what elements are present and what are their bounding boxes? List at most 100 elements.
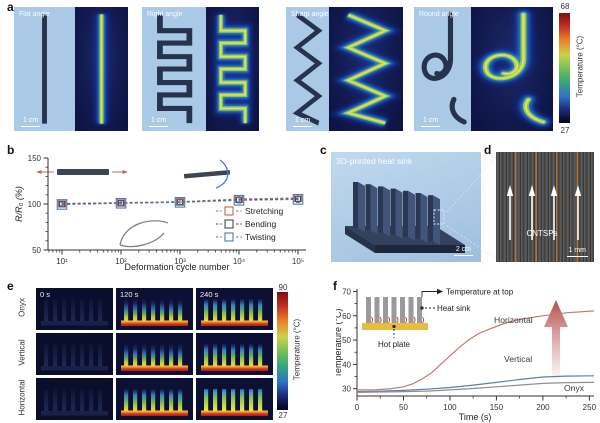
thermal-cell-vertical-120s xyxy=(116,333,193,375)
thermal-cell-onyx-0s: 0 s xyxy=(36,288,113,330)
alignment-arrows: CNTSPs xyxy=(506,185,582,240)
svg-text:Temperature (°C): Temperature (°C) xyxy=(336,308,343,377)
sharp-thermal-shape xyxy=(329,9,402,129)
cntsp-micrograph: CNTSPs 1 mm xyxy=(496,152,594,262)
right-thermal-shape xyxy=(214,14,252,124)
sample-pair-flat-angle: Flat angle 1 cm xyxy=(14,7,128,131)
optical-image-flat: Flat angle 1 cm xyxy=(14,7,75,131)
thermal-sequence-grid: 0 s 120 s 240 s xyxy=(36,288,273,420)
legend-label: Twisting xyxy=(245,232,276,242)
stretching-inset-icon xyxy=(36,169,128,175)
image-label: Sharp angle xyxy=(291,11,329,18)
flat-thermal-shape xyxy=(94,14,109,124)
colorbar-a-title: Temperature (°C) xyxy=(575,35,585,98)
svg-text:50: 50 xyxy=(32,246,41,255)
scale-bar: 1 cm xyxy=(21,117,41,127)
roi-box xyxy=(433,209,445,225)
f-series-label-vertical: Vertical xyxy=(504,354,532,364)
colorbar-e-min: 27 xyxy=(278,411,288,420)
panel-c-label: c xyxy=(320,143,327,157)
time-label: 120 s xyxy=(120,290,139,299)
svg-text:10⁴: 10⁴ xyxy=(233,257,246,266)
panel-b-label: b xyxy=(7,143,15,157)
svg-text:10¹: 10¹ xyxy=(56,257,68,266)
colorbar-a xyxy=(559,13,570,123)
panel-f-plot: Temperature at top Heat sink Hot plate 3… xyxy=(336,287,597,422)
optical-image-round: Round angle 1 cm xyxy=(414,7,471,131)
bending-inset-icon xyxy=(183,159,231,189)
sample-pair-right-angle: Right angle 1 cm xyxy=(142,7,259,131)
thermal-image-sharp xyxy=(329,7,403,131)
panel-a-label: a xyxy=(7,0,14,14)
thermal-cell-vertical-0s xyxy=(36,333,113,375)
scale-bar: 1 mm xyxy=(566,247,588,257)
f-series-label-horizontal: Horizontal xyxy=(494,315,533,325)
svg-text:200: 200 xyxy=(536,403,550,412)
arrow-right-icon xyxy=(437,288,443,295)
flat-trace-shape xyxy=(42,14,47,124)
svg-text:150: 150 xyxy=(28,154,42,163)
svg-text:Time (s): Time (s) xyxy=(459,412,492,422)
time-label: 240 s xyxy=(200,290,219,299)
svg-text:R/R₀ (%): R/R₀ (%) xyxy=(14,186,24,222)
svg-text:250: 250 xyxy=(583,403,597,412)
heat-sink-annotation: Heat sink xyxy=(437,304,471,313)
heat-sink-fins xyxy=(353,182,440,246)
legend-label: Bending xyxy=(245,219,276,229)
sample-pair-sharp-angle: Sharp angle 1 cm xyxy=(286,7,403,131)
svg-text:70: 70 xyxy=(342,287,351,296)
colorbar-a-max: 68 xyxy=(560,2,570,11)
roi-connector-lines xyxy=(446,154,499,261)
svg-text:0: 0 xyxy=(355,403,360,412)
scale-bar: 2 cm xyxy=(453,246,473,256)
time-label: 0 s xyxy=(40,290,51,299)
heat-sink-drawing xyxy=(345,182,465,253)
svg-text:30: 30 xyxy=(342,385,351,394)
svg-text:100: 100 xyxy=(443,403,457,412)
svg-text:Deformation cycle number: Deformation cycle number xyxy=(124,262,229,272)
temp-top-annotation: Temperature at top xyxy=(446,288,514,297)
colorbar-a-min: 27 xyxy=(560,126,570,135)
sharp-trace-shape xyxy=(292,12,323,126)
legend-label: Stretching xyxy=(245,206,284,216)
thermal-cell-horizontal-0s xyxy=(36,378,113,420)
twisting-inset-icon xyxy=(119,220,169,248)
thermal-image-round xyxy=(471,7,553,131)
image-label: Flat angle xyxy=(19,11,50,18)
legend-swatch xyxy=(224,206,234,216)
round-trace-shape xyxy=(421,11,467,125)
thermal-cell-vertical-240s xyxy=(196,333,273,375)
panel-d-label: d xyxy=(484,143,492,157)
scale-bar: 1 cm xyxy=(293,117,313,127)
hot-plate-wave-icons xyxy=(371,316,425,324)
svg-text:100: 100 xyxy=(28,200,42,209)
svg-text:60: 60 xyxy=(342,312,351,321)
scale-bar: 1 cm xyxy=(149,117,169,127)
svg-text:150: 150 xyxy=(490,403,504,412)
panel-b-plot: 50 100 150 10¹ 10² 10³ 10⁴ 10⁵ Stretching Bending… xyxy=(14,154,306,272)
sample-pair-round-angle: Round angle 1 cm xyxy=(414,7,553,131)
cntsp-text: CNTSPs xyxy=(526,229,557,238)
thermal-cell-onyx-120s: 120 s xyxy=(116,288,193,330)
panel-f-label: f xyxy=(333,279,337,293)
heat-sink-inset-diagram: Temperature at top Heat sink Hot plate xyxy=(362,288,514,349)
optical-image-right: Right angle 1 cm xyxy=(142,7,206,131)
scale-bar: 1 cm xyxy=(421,117,441,127)
legend-swatch xyxy=(224,219,234,229)
svg-text:10²: 10² xyxy=(115,257,127,266)
thermal-image-flat xyxy=(75,7,128,131)
svg-text:50: 50 xyxy=(399,403,408,412)
round-thermal-shape xyxy=(476,8,553,129)
inset-fins xyxy=(366,297,422,323)
heat-sink-point-icon xyxy=(420,306,424,310)
right-trace-shape xyxy=(157,14,193,124)
svg-text:50: 50 xyxy=(342,336,351,345)
thermal-cell-onyx-240s: 240 s xyxy=(196,288,273,330)
colorbar-e xyxy=(277,292,288,410)
colorbar-e-max: 90 xyxy=(278,283,288,292)
legend-swatch xyxy=(224,232,234,242)
svg-text:40: 40 xyxy=(342,360,351,369)
hot-plate-point-icon xyxy=(392,324,396,329)
heat-sink-photo: 3D-printed heat sink 2 cm xyxy=(331,152,481,262)
